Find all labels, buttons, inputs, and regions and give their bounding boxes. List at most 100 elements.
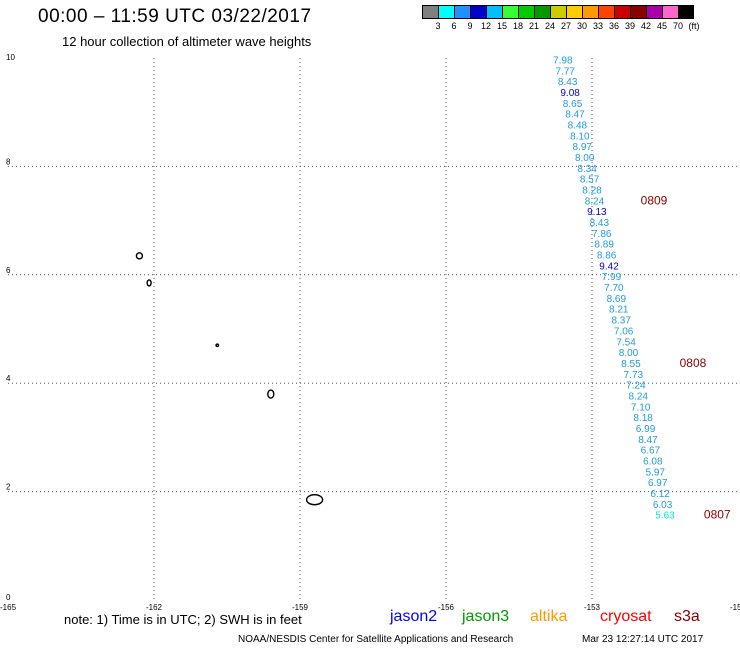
island-outline: [135, 252, 144, 260]
legend-color-scale: [422, 5, 694, 19]
legend-swatch: [566, 5, 582, 19]
wave-height-value: 8.00: [619, 348, 639, 359]
wave-height-value: 6.03: [653, 500, 673, 511]
wave-height-value: 5.63: [655, 511, 675, 522]
legend-swatch: [438, 5, 454, 19]
legend-swatch: [646, 5, 662, 19]
x-tick-label: -165: [0, 603, 17, 612]
legend-label: (ft): [688, 21, 700, 31]
legend-label: 36: [608, 21, 620, 31]
wave-height-value: 8.28: [582, 186, 602, 197]
pass-time-label: 0807: [704, 508, 731, 522]
legend-swatch: [614, 5, 630, 19]
wave-height-value: 8.43: [590, 218, 610, 229]
legend-swatch: [534, 5, 550, 19]
wave-height-value: 8.18: [633, 413, 653, 424]
island-outline: [215, 343, 220, 348]
legend-label: 18: [512, 21, 524, 31]
pass-time-label: 0808: [680, 356, 707, 370]
wave-height-value: 8.57: [580, 175, 600, 186]
wave-height-value: 8.47: [565, 110, 585, 121]
legend-swatch: [630, 5, 646, 19]
legend-label: 24: [544, 21, 556, 31]
satellite-label: jason3: [462, 608, 510, 625]
legend-swatch: [662, 5, 678, 19]
wave-height-value: 9.08: [560, 88, 580, 99]
legend-label: 42: [640, 21, 652, 31]
wave-height-value: 8.47: [638, 435, 658, 446]
island-outline: [305, 494, 324, 506]
wave-height-value: 7.86: [592, 229, 612, 240]
wave-height-value: 7.73: [624, 370, 644, 381]
satellite-label: jason2: [390, 608, 438, 625]
wave-height-value: 8.37: [611, 316, 631, 327]
wave-height-value: 7.98: [553, 55, 573, 66]
wave-height-value: 8.10: [570, 131, 590, 142]
footnote: note: 1) Time is in UTC; 2) SWH is in fe…: [64, 612, 302, 627]
legend-label: 45: [656, 21, 668, 31]
y-tick-label: 4: [6, 374, 11, 383]
x-tick-label: -159: [292, 603, 309, 612]
wave-height-value: 6.99: [636, 424, 656, 435]
wave-height-value: 7.10: [631, 402, 651, 413]
satellite-label: s3a: [674, 608, 700, 625]
legend-labels: 3 6 9 12 15 18 21 24 27 30 33 36 39 42 45 70 (ft): [422, 19, 699, 31]
legend-label: 12: [480, 21, 492, 31]
wave-height-value: 8.97: [573, 142, 593, 153]
wave-height-value: 7.24: [626, 381, 646, 392]
wave-height-value: 7.99: [602, 272, 622, 283]
legend-swatch: [518, 5, 534, 19]
wave-height-value: 8.48: [568, 120, 588, 131]
legend-swatch: [598, 5, 614, 19]
wave-height-value: 6.97: [648, 478, 668, 489]
y-tick-label: 6: [6, 266, 11, 275]
wave-height-value: 8.00: [575, 153, 595, 164]
wave-height-value: 6.12: [650, 489, 670, 500]
legend-label: 9: [467, 21, 473, 31]
legend-label: 21: [528, 21, 540, 31]
legend-label: 3: [435, 21, 441, 31]
wave-height-value: 7.54: [616, 337, 636, 348]
wave-height-value: 8.34: [577, 164, 597, 175]
wave-height-value: 5.97: [646, 467, 666, 478]
legend-label: 33: [592, 21, 604, 31]
color-legend: 3 6 9 12 15 18 21 24 27 30 33 36 39 42 45 70 (ft): [422, 5, 700, 31]
legend-label: 6: [451, 21, 457, 31]
x-tick-label: -153: [584, 603, 601, 612]
legend-swatch: [678, 5, 694, 19]
legend-swatch: [454, 5, 470, 19]
wave-height-value: 8.86: [597, 251, 617, 262]
wave-height-value: 7.70: [604, 283, 624, 294]
wave-height-value: 8.43: [558, 77, 578, 88]
wave-height-value: 8.55: [621, 359, 641, 370]
y-tick-label: 2: [6, 483, 11, 492]
island-outline: [146, 279, 152, 287]
legend-swatch: [582, 5, 598, 19]
legend-label: 15: [496, 21, 508, 31]
x-tick-label: -156: [438, 603, 455, 612]
legend-label: 27: [560, 21, 572, 31]
map-title: 00:00 – 11:59 UTC 03/22/2017: [38, 6, 312, 27]
generated-timestamp: Mar 23 12:27:14 UTC 2017: [582, 634, 704, 645]
wave-height-value: 8.24: [629, 391, 649, 402]
x-tick-label: -150: [730, 603, 740, 612]
legend-swatch: [422, 5, 438, 19]
wave-height-value: 8.65: [563, 99, 583, 110]
y-tick-label: 10: [6, 53, 15, 62]
legend-label: 39: [624, 21, 636, 31]
wave-height-value: 9.42: [599, 261, 619, 272]
credit-line: NOAA/NESDIS Center for Satellite Applica…: [238, 634, 514, 645]
wave-height-value: 8.89: [594, 240, 614, 251]
y-tick-label: 0: [6, 593, 11, 602]
satellite-label: cryosat: [600, 608, 652, 625]
wave-height-value: 8.69: [607, 294, 627, 305]
map-subtitle: 12 hour collection of altimeter wave hei…: [62, 34, 312, 49]
pass-time-label: 0809: [641, 193, 668, 207]
legend-label: 30: [576, 21, 588, 31]
x-tick-label: -162: [146, 603, 163, 612]
legend-swatch: [486, 5, 502, 19]
wave-height-value: 7.06: [614, 326, 634, 337]
wave-height-value: 6.08: [643, 457, 663, 468]
legend-label: 70: [672, 21, 684, 31]
